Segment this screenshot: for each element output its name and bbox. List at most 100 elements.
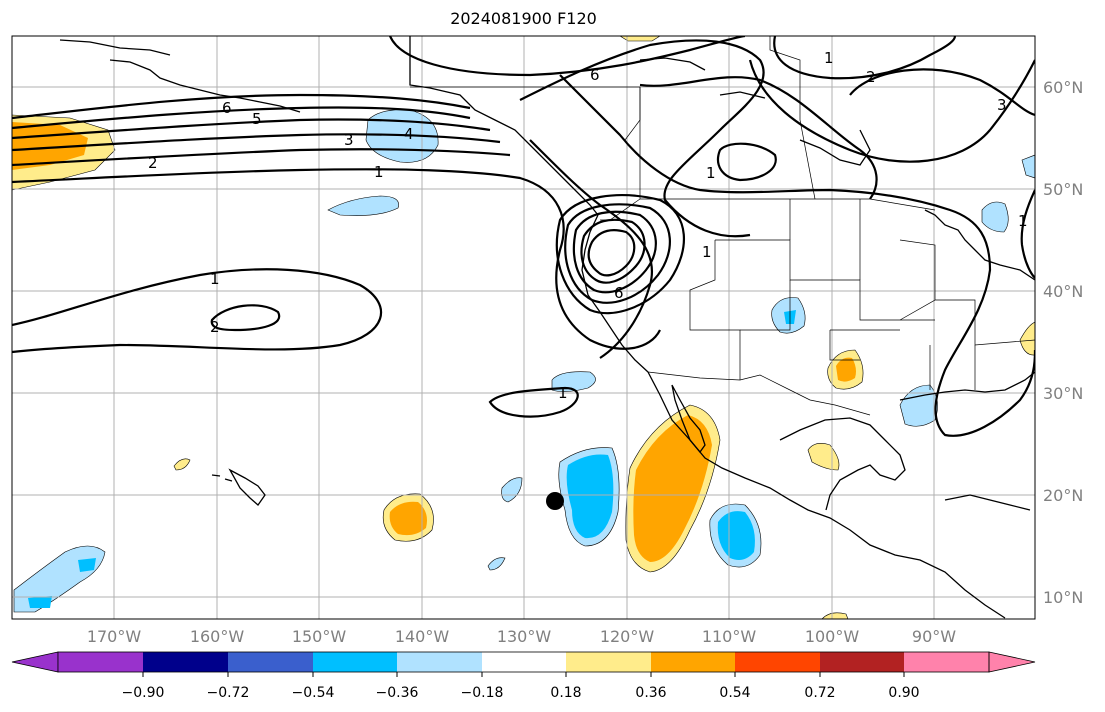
negative-anomaly-region (13, 545, 106, 613)
contour-line (519, 39, 765, 238)
contour-line (529, 139, 653, 359)
negative-anomaly-region (1021, 154, 1035, 179)
contour-label: 1 (210, 270, 220, 288)
lat-label: 40°N (1043, 282, 1083, 301)
lat-label: 60°N (1043, 78, 1083, 97)
colorbar-tick-label: −0.54 (292, 685, 335, 701)
latitude-labels: 60°N 50°N 40°N 30°N 20°N 10°N (1043, 78, 1083, 607)
negative-anomaly-region (487, 557, 506, 571)
contour-line (555, 194, 686, 315)
contour-label: 3 (997, 96, 1007, 114)
contour-lines (12, 36, 1035, 437)
colorbar-extend-low (11, 651, 59, 673)
colorbar-bin (566, 652, 651, 672)
lon-label: 110°W (702, 627, 757, 646)
contour-line (716, 142, 777, 182)
lon-label: 100°W (805, 627, 860, 646)
positive-anomaly-region (821, 612, 849, 619)
contour-label: 6 (590, 66, 600, 84)
longitude-labels: 170°W 160°W 150°W 140°W 130°W 120°W 110°… (87, 627, 956, 646)
contour-line (12, 118, 491, 140)
contour-line (210, 304, 281, 332)
negative-anomaly-core (28, 558, 96, 608)
colorbar-bin (143, 652, 228, 672)
negative-anomaly-region (501, 477, 523, 503)
lon-label: 160°W (190, 627, 245, 646)
lon-label: 120°W (600, 627, 655, 646)
contour-line (12, 106, 471, 130)
contour-label: 1 (374, 163, 384, 181)
contour-line (12, 93, 471, 120)
contour-line (12, 168, 661, 350)
contour-line (580, 218, 646, 284)
colorbar-bin (228, 652, 313, 672)
graticule (12, 36, 1035, 619)
contour-label: 2 (148, 154, 158, 172)
contour-label: 1 (824, 49, 834, 67)
colorbar-extend-high (988, 651, 1036, 673)
lon-label: 140°W (395, 627, 450, 646)
contour-line (12, 268, 382, 354)
positive-anomaly-core (633, 415, 712, 562)
contour-line (388, 36, 746, 77)
contour-line (1020, 189, 1035, 279)
negative-anomaly-core (566, 454, 614, 539)
negative-anomaly-region (899, 384, 938, 427)
positive-anomaly-region (173, 458, 191, 471)
contour-line (488, 386, 579, 418)
lon-label: 170°W (87, 627, 142, 646)
positive-anomaly-core (389, 501, 427, 536)
positive-anomaly-region (1019, 321, 1035, 356)
colorbar-frame (57, 651, 990, 673)
contour-line (12, 148, 511, 167)
colorbar-bin (735, 652, 820, 672)
negative-anomaly-core (717, 511, 755, 560)
colorbar-bin (904, 652, 989, 672)
map-title: 2024081900 F120 (450, 9, 597, 28)
colorbar-tick-label: −0.72 (207, 685, 250, 701)
contour-label: 1 (558, 384, 568, 402)
contour-line (12, 133, 501, 152)
colorbar: −0.90 −0.72 −0.54 −0.36 −0.18 0.18 0.36 … (11, 651, 1036, 701)
contour-label: 2 (866, 68, 876, 86)
lon-label: 150°W (292, 627, 347, 646)
colorbar-tick-label: −0.18 (461, 685, 504, 701)
contour-label: 5 (252, 110, 262, 128)
contour-line (748, 59, 1035, 163)
lon-label: 130°W (497, 627, 552, 646)
contour-label: 2 (210, 318, 220, 336)
positive-anomaly-region (619, 36, 661, 42)
political-borders (410, 36, 1035, 416)
negative-anomaly-region (551, 371, 596, 392)
contour-line (587, 229, 636, 277)
positive-anomaly-region (807, 443, 840, 471)
colorbar-tick-label: 0.18 (550, 685, 581, 701)
lon-label: 90°W (912, 627, 956, 646)
colorbar-bin (397, 652, 482, 672)
coastlines (59, 36, 1035, 619)
colorbar-tick-label: 0.90 (888, 685, 919, 701)
contour-label: 4 (404, 125, 414, 143)
contour-line (559, 74, 1035, 437)
negative-anomaly-region (327, 195, 399, 216)
colorbar-bin (313, 652, 397, 672)
colorbar-tick-label: −0.36 (376, 685, 419, 701)
contour-label: 6 (614, 284, 624, 302)
negative-anomaly-region (981, 201, 1009, 233)
contour-label: 1 (1018, 212, 1028, 230)
colorbar-bin (820, 652, 904, 672)
lat-label: 20°N (1043, 486, 1083, 505)
lat-label: 50°N (1043, 180, 1083, 199)
colorbar-tick-label: 0.54 (719, 685, 750, 701)
contour-line (849, 68, 1035, 117)
positive-anomaly-core (836, 357, 856, 382)
storm-center-marker (546, 492, 564, 510)
contour-line (572, 210, 657, 294)
colorbar-tick-label: 0.72 (804, 685, 835, 701)
contour-label: 6 (222, 99, 232, 117)
contour-label: 3 (344, 131, 354, 149)
colorbar-bin (58, 652, 143, 672)
contour-line (639, 76, 878, 200)
colorbar-bin (651, 652, 735, 672)
